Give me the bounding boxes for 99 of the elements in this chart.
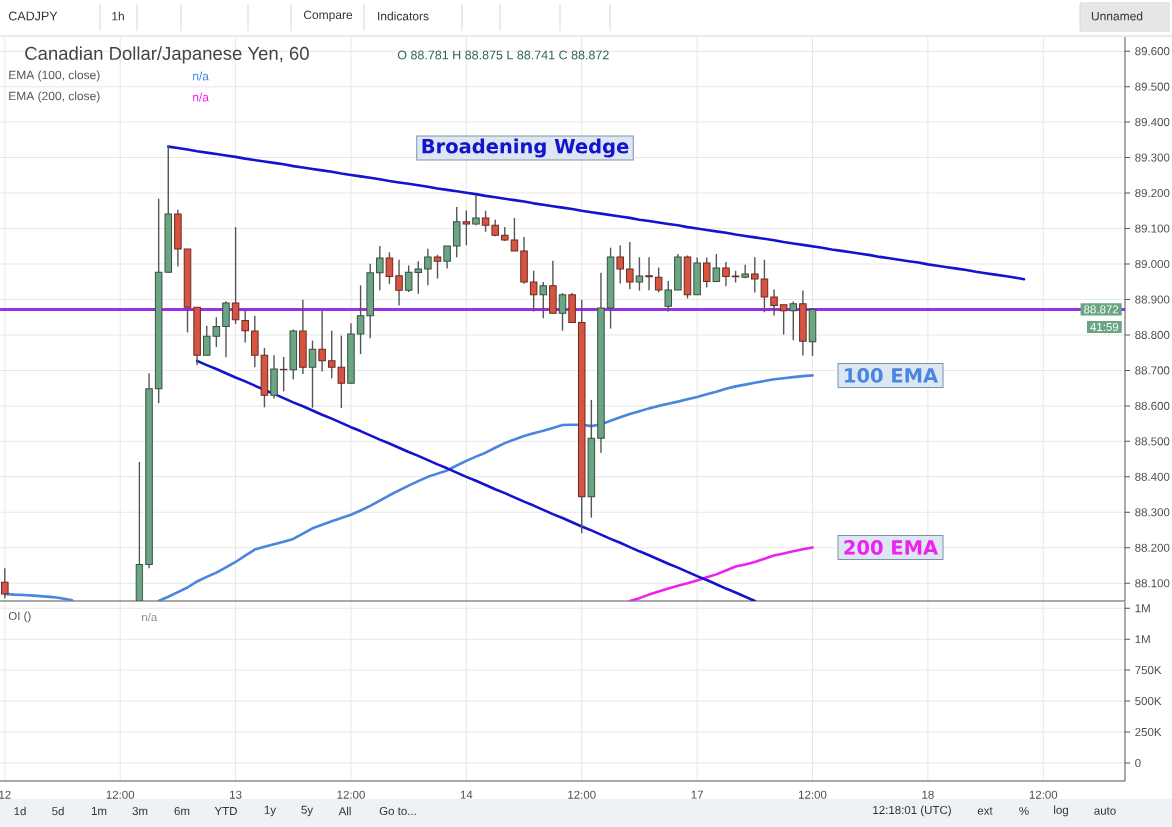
text: 1y bbox=[264, 805, 277, 817]
annotation: n/a bbox=[193, 71, 209, 81]
text: Unnamed bbox=[1091, 11, 1143, 21]
x-tick-label: 12:00 bbox=[106, 790, 135, 799]
y-tick-label: 1M bbox=[1135, 604, 1150, 613]
y-tick-label: 750K bbox=[1135, 666, 1162, 675]
y-tick-label: 88.500 bbox=[1135, 437, 1170, 446]
y-tick-label: 88.600 bbox=[1135, 401, 1170, 410]
x-tick-label: 12:00 bbox=[1029, 790, 1058, 799]
candlestick bbox=[664, 280, 673, 313]
candlestick bbox=[722, 261, 730, 288]
candlestick bbox=[645, 256, 653, 291]
y-tick-label: 89.200 bbox=[1135, 188, 1170, 198]
candlestick bbox=[385, 251, 394, 285]
y-tick-label: 89.300 bbox=[1135, 153, 1170, 162]
text: 3m bbox=[132, 806, 148, 816]
candlestick bbox=[770, 288, 778, 317]
y-tick-label: 89.400 bbox=[1135, 118, 1170, 127]
y-tick-label: 500K bbox=[1135, 697, 1162, 706]
candlestick bbox=[472, 194, 480, 227]
candlestick bbox=[462, 209, 471, 246]
y-tick-label: 88.800 bbox=[1135, 330, 1170, 340]
annotation: EMA (200, close) bbox=[9, 91, 100, 103]
candlestick bbox=[529, 270, 538, 313]
y-tick-label: 0 bbox=[1135, 758, 1141, 768]
y-tick-label: 89.600 bbox=[1135, 47, 1170, 56]
y-tick-label: 89.100 bbox=[1135, 224, 1170, 233]
text: auto bbox=[1094, 807, 1116, 815]
candlestick bbox=[626, 241, 634, 290]
y-tick-label: 1M bbox=[1135, 635, 1150, 644]
candlestick bbox=[654, 266, 663, 294]
annotation: EMA (100, close) bbox=[9, 70, 100, 82]
ref-line-label: 88.872 bbox=[1084, 305, 1119, 314]
text: All bbox=[338, 806, 351, 816]
candlestick bbox=[395, 259, 403, 307]
x-tick-label: 12:00 bbox=[568, 790, 596, 799]
text: 1d bbox=[14, 806, 26, 816]
annotation: OI () bbox=[8, 611, 31, 623]
text: Compare bbox=[303, 10, 353, 22]
candlestick bbox=[751, 256, 759, 294]
text: 12:18:01 (UTC) bbox=[873, 805, 951, 817]
text: Indicators bbox=[378, 11, 429, 21]
candlestick bbox=[1, 567, 9, 599]
candlestick bbox=[443, 245, 451, 270]
x-tick-label: 14 bbox=[460, 790, 473, 799]
text: CADJPY bbox=[8, 11, 58, 21]
line-series bbox=[628, 546, 814, 601]
y-tick-label: 89.000 bbox=[1135, 259, 1170, 269]
y-tick-label: 88.300 bbox=[1135, 508, 1170, 517]
y-tick-label: 88.200 bbox=[1135, 543, 1170, 552]
x-tick-label: 18 bbox=[922, 790, 934, 799]
text: 1h bbox=[112, 11, 124, 21]
y-tick-label: 88.900 bbox=[1135, 295, 1170, 304]
candlestick bbox=[308, 339, 317, 409]
x-tick-label: 12:00 bbox=[337, 790, 365, 799]
text: % bbox=[1019, 806, 1029, 815]
text: 5y bbox=[301, 805, 314, 817]
text: Go to... bbox=[379, 806, 416, 816]
x-tick-label: 12 bbox=[0, 790, 11, 799]
candlestick bbox=[558, 292, 567, 332]
candlestick bbox=[789, 300, 798, 341]
x-tick-label: 12:00 bbox=[799, 790, 827, 799]
text: YTD bbox=[214, 807, 237, 815]
annotation: 41:59 bbox=[1090, 322, 1119, 332]
text: log bbox=[1054, 805, 1068, 817]
y-tick-label: 88.100 bbox=[1135, 579, 1170, 588]
candlestick bbox=[241, 309, 249, 344]
series-label: 200 EMA bbox=[844, 540, 939, 555]
text: 1m bbox=[91, 807, 107, 815]
x-tick-label: 13 bbox=[230, 790, 242, 799]
text: 6m bbox=[174, 806, 190, 816]
text: 5d bbox=[52, 806, 64, 816]
text: O 88.781 H 88.875 L 88.741 C 88.872 bbox=[397, 50, 609, 60]
candlestick bbox=[222, 300, 230, 358]
y-tick-label: 88.700 bbox=[1135, 366, 1170, 375]
annotation: Broadening Wedge bbox=[422, 138, 629, 158]
candlestick bbox=[616, 244, 624, 285]
candlestick bbox=[510, 217, 519, 252]
chart-title: Canadian Dollar/Japanese Yen, 60 bbox=[25, 46, 309, 64]
candlestick bbox=[779, 304, 788, 336]
candlestick bbox=[433, 254, 442, 280]
candlestick bbox=[635, 256, 644, 292]
x-tick-label: 17 bbox=[691, 790, 703, 799]
candlestick bbox=[231, 226, 240, 325]
series-label: 100 EMA bbox=[845, 368, 939, 383]
y-tick-label: 250K bbox=[1135, 727, 1162, 737]
candlestick bbox=[712, 253, 721, 283]
annotation: n/a bbox=[142, 612, 158, 622]
candlestick bbox=[376, 245, 384, 291]
text: ext bbox=[977, 807, 993, 815]
y-tick-label: 89.500 bbox=[1135, 82, 1170, 91]
candlestick bbox=[702, 256, 711, 289]
candlestick bbox=[760, 259, 769, 313]
candlestick bbox=[318, 310, 326, 373]
annotation: n/a bbox=[193, 92, 209, 102]
candlestick bbox=[424, 248, 432, 286]
candlestick bbox=[539, 281, 548, 319]
y-tick-label: 88.400 bbox=[1135, 472, 1170, 481]
candlestick bbox=[356, 284, 365, 355]
